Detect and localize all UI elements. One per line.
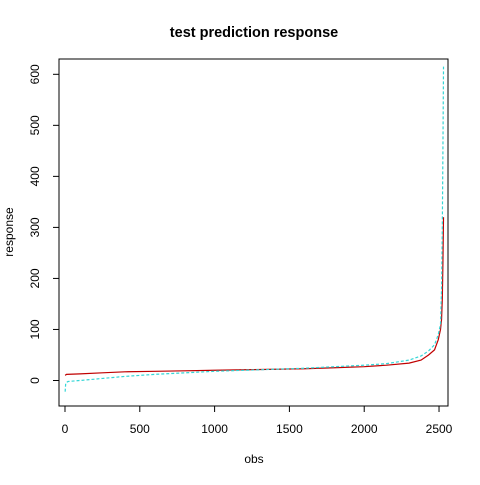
y-tick-label: 200 [28, 268, 42, 288]
y-tick-label: 100 [28, 319, 42, 339]
chart-title: test prediction response [170, 25, 338, 41]
x-tick-label: 1500 [276, 422, 303, 436]
x-tick-label: 0 [62, 422, 69, 436]
x-tick-label: 1000 [201, 422, 228, 436]
x-axis: 0 500 1000 1500 2000 2500 [62, 405, 453, 436]
y-tick-label: 500 [28, 115, 42, 135]
y-axis: 0 100 200 300 400 500 600 [28, 64, 60, 384]
y-tick-label: 400 [28, 166, 42, 186]
x-tick-label: 2000 [351, 422, 378, 436]
y-tick-label: 300 [28, 217, 42, 237]
x-tick-label: 500 [130, 422, 150, 436]
series-layer [64, 66, 445, 392]
y-axis-label: response [2, 207, 16, 257]
x-tick-label: 2500 [426, 422, 453, 436]
series-line-solid [64, 217, 445, 376]
series-line-dashed [64, 66, 445, 392]
y-tick-label: 600 [28, 64, 42, 84]
x-axis-label: obs [244, 452, 263, 466]
y-tick-label: 0 [28, 377, 42, 384]
